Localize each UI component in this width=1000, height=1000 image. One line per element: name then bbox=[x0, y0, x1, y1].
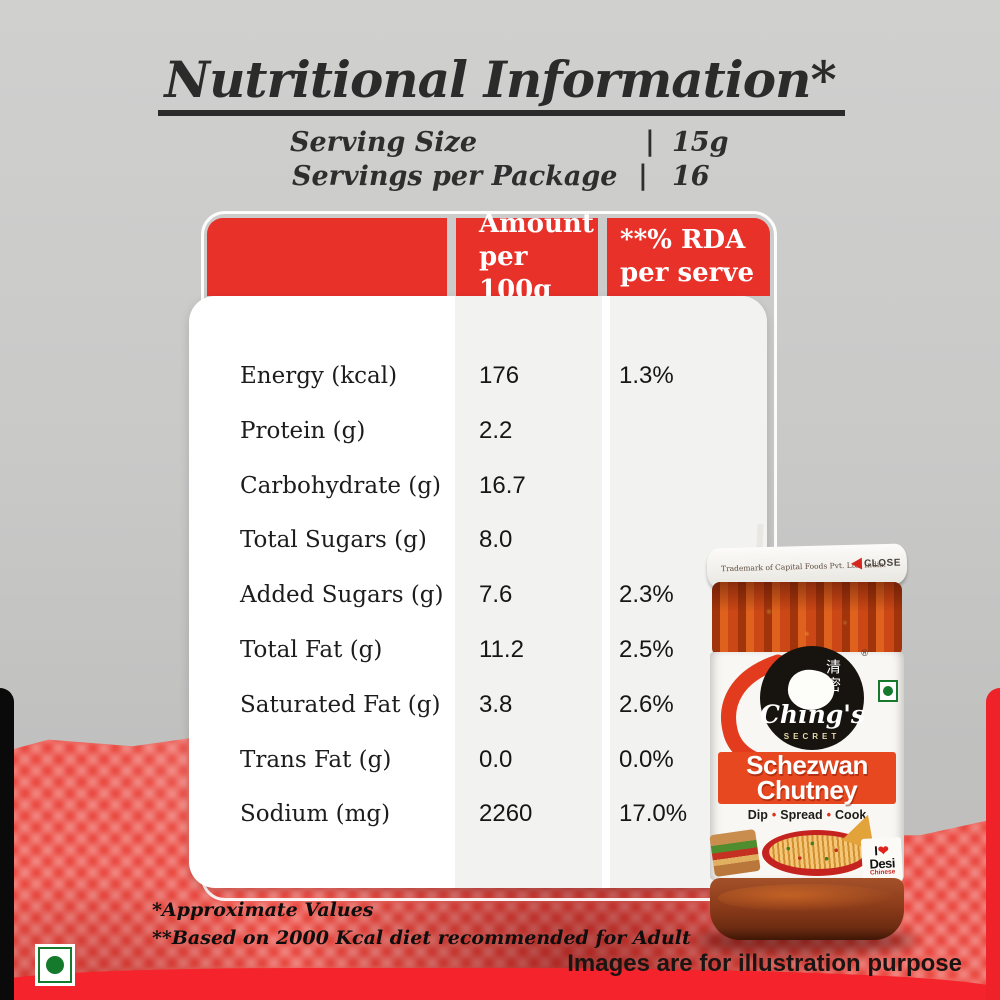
row-rda: 2.6% bbox=[619, 690, 674, 718]
table-row: Added Sugars (g) 7.6 2.3% bbox=[189, 567, 767, 622]
tagline-cook: Cook bbox=[835, 808, 867, 822]
product-tagline: Dip • Spread • Cook bbox=[710, 808, 904, 822]
noodle-bowl-image bbox=[762, 826, 872, 878]
bowl-noodles bbox=[769, 835, 865, 869]
table-row: Saturated Fat (g) 3.8 2.6% bbox=[189, 677, 767, 732]
row-amount: 0.0 bbox=[479, 745, 513, 773]
row-rda: 1.3% bbox=[619, 361, 674, 389]
jar-glass-neck bbox=[712, 582, 902, 656]
table-row: Trans Fat (g) 0.0 0.0% bbox=[189, 732, 767, 787]
close-arrow-icon bbox=[850, 557, 863, 570]
header-cell-rda: **% RDA per serve bbox=[607, 218, 770, 296]
serving-size-separator: | bbox=[645, 126, 655, 157]
product-name-line2: Chutney bbox=[756, 775, 858, 805]
row-amount: 176 bbox=[479, 361, 520, 389]
brand-chinese-char-1: 清 bbox=[826, 658, 842, 676]
label-veg-icon bbox=[878, 680, 898, 702]
row-label: Saturated Fat (g) bbox=[240, 691, 441, 718]
jar-front-label: 清 密 ® Ching's SECRET Schezwan Chutney Di… bbox=[709, 646, 904, 884]
row-rda: 0.0% bbox=[619, 745, 674, 773]
sandwich-image bbox=[709, 829, 761, 877]
footnote-rda-basis: **Based on 2000 Kcal diet recommended fo… bbox=[152, 927, 691, 949]
title-underline bbox=[158, 110, 845, 116]
brand-circle: 清 密 ® Ching's SECRET bbox=[760, 646, 868, 750]
header-cell-amount: Amount per 100g bbox=[456, 209, 598, 305]
bottom-red-strip bbox=[0, 968, 1000, 1000]
nutrition-table-body: Energy (kcal) 176 1.3% Protein (g) 2.2 C… bbox=[189, 296, 767, 888]
footnote-approximate: *Approximate Values bbox=[152, 899, 374, 921]
desi-chinese-badge: I❤ Desi Chinese bbox=[860, 836, 904, 884]
footnotes: *Approximate Values **Based on 2000 Kcal… bbox=[152, 896, 691, 952]
row-amount: 16.7 bbox=[479, 471, 526, 499]
row-label: Added Sugars (g) bbox=[240, 581, 444, 608]
left-black-bar bbox=[0, 688, 14, 1000]
amount-column-strip bbox=[455, 296, 602, 888]
servings-per-package-label: Servings per Package bbox=[292, 161, 618, 192]
veg-symbol bbox=[35, 944, 75, 986]
row-label: Sodium (mg) bbox=[240, 800, 391, 827]
food-collage: I❤ Desi Chinese bbox=[709, 809, 904, 884]
table-row: Total Sugars (g) 8.0 bbox=[189, 512, 767, 567]
product-name-line1: Schezwan bbox=[746, 750, 868, 780]
table-row: Carbohydrate (g) 16.7 bbox=[189, 458, 767, 513]
row-amount: 8.0 bbox=[479, 525, 513, 553]
veg-symbol-border bbox=[38, 947, 72, 983]
lid-close-group: CLOSE bbox=[850, 557, 902, 570]
row-label: Energy (kcal) bbox=[240, 362, 398, 389]
product-jar: Trademark of Capital Foods Pvt. Ltd. Ind… bbox=[698, 520, 916, 960]
row-label: Protein (g) bbox=[240, 417, 366, 444]
image-disclaimer: Images are for illustration purpose bbox=[567, 950, 962, 977]
brand-subtitle: SECRET bbox=[783, 732, 841, 741]
table-row: Energy (kcal) 176 1.3% bbox=[189, 348, 767, 403]
serving-size-value: 15g bbox=[672, 127, 729, 158]
registered-mark: ® bbox=[861, 648, 868, 658]
row-label: Total Fat (g) bbox=[240, 636, 383, 663]
jar-glass-bottom bbox=[710, 878, 904, 940]
row-amount: 3.8 bbox=[479, 690, 513, 718]
servings-separator: | bbox=[638, 160, 648, 191]
table-row: Sodium (mg) 2260 17.0% bbox=[189, 786, 767, 841]
tagline-bullet: • bbox=[771, 808, 777, 822]
row-amount: 7.6 bbox=[479, 580, 513, 608]
badge-chinese: Chinese bbox=[869, 868, 896, 877]
row-amount: 2260 bbox=[479, 799, 533, 827]
row-rda: 2.5% bbox=[619, 635, 674, 663]
header-cell-empty bbox=[207, 218, 447, 296]
brand-name: Ching's bbox=[760, 700, 865, 729]
page-title: Nutritional Information* bbox=[164, 50, 836, 109]
header-rda-line1: **% RDA bbox=[620, 225, 746, 255]
row-amount: 2.2 bbox=[479, 416, 513, 444]
header-rda-line2: per serve bbox=[620, 258, 754, 288]
tagline-dip: Dip bbox=[747, 808, 768, 822]
serving-size-label: Serving Size bbox=[290, 127, 478, 158]
servings-per-package-value: 16 bbox=[672, 161, 710, 192]
row-rda: 17.0% bbox=[619, 799, 688, 827]
header-amount-line1: Amount bbox=[479, 208, 594, 239]
row-label: Trans Fat (g) bbox=[240, 746, 392, 773]
tagline-spread: Spread bbox=[780, 808, 823, 822]
table-row: Protein (g) 2.2 bbox=[189, 403, 767, 458]
right-red-bar bbox=[986, 688, 1000, 1000]
row-label: Total Sugars (g) bbox=[240, 526, 427, 553]
table-row: Total Fat (g) 11.2 2.5% bbox=[189, 622, 767, 677]
product-name-box: Schezwan Chutney bbox=[718, 752, 896, 804]
row-label: Carbohydrate (g) bbox=[240, 472, 441, 499]
tagline-bullet: • bbox=[826, 808, 832, 822]
row-amount: 11.2 bbox=[479, 635, 524, 663]
veg-symbol-dot bbox=[46, 956, 64, 974]
lid-close-label: CLOSE bbox=[863, 557, 902, 570]
row-rda: 2.3% bbox=[619, 580, 674, 608]
veg-dot-icon bbox=[883, 686, 893, 696]
